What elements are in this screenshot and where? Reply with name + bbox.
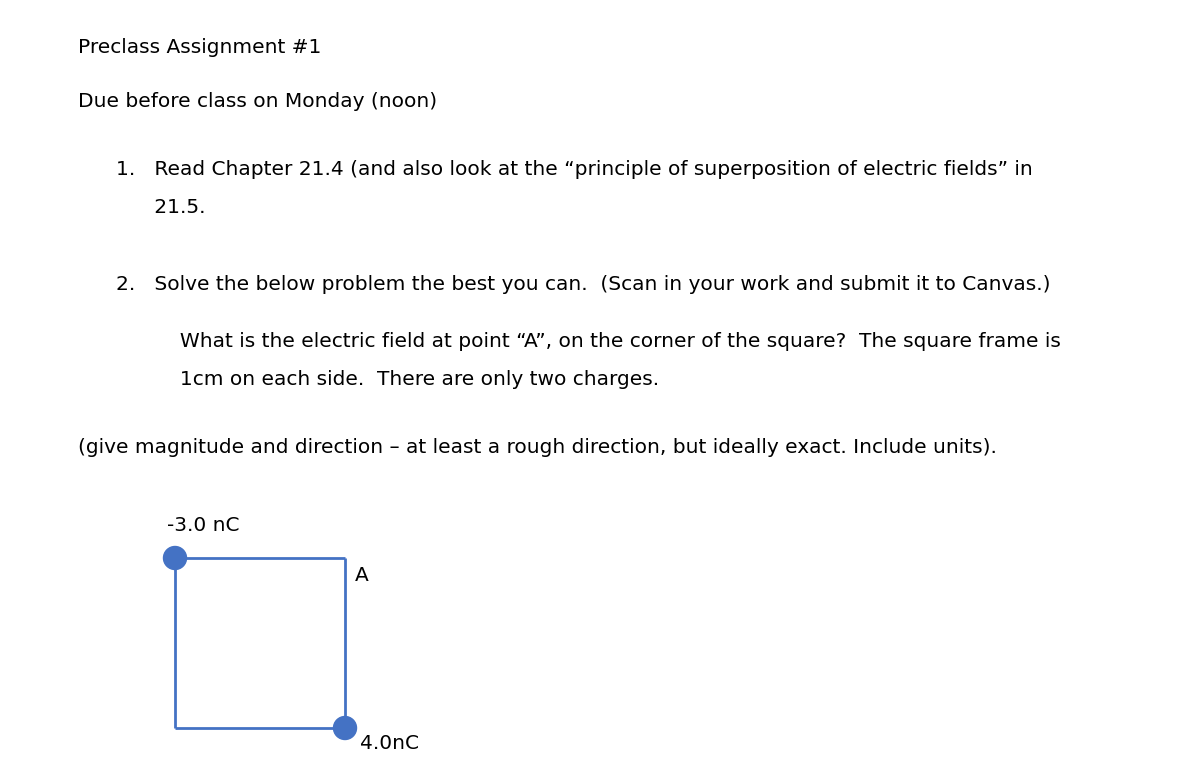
Text: (give magnitude and direction – at least a rough direction, but ideally exact. I: (give magnitude and direction – at least… xyxy=(78,438,997,457)
Text: 1.   Read Chapter 21.4 (and also look at the “principle of superposition of elec: 1. Read Chapter 21.4 (and also look at t… xyxy=(116,160,1033,179)
Text: 21.5.: 21.5. xyxy=(116,198,205,217)
Text: 4.0nC: 4.0nC xyxy=(360,734,419,753)
Text: -3.0 nC: -3.0 nC xyxy=(167,516,240,535)
Text: Due before class on Monday (noon): Due before class on Monday (noon) xyxy=(78,92,437,111)
Circle shape xyxy=(163,547,186,569)
Text: A: A xyxy=(355,566,368,585)
Text: 1cm on each side.  There are only two charges.: 1cm on each side. There are only two cha… xyxy=(148,370,659,389)
Text: Preclass Assignment #1: Preclass Assignment #1 xyxy=(78,38,322,57)
Text: What is the electric field at point “A”, on the corner of the square?  The squar: What is the electric field at point “A”,… xyxy=(148,332,1061,351)
Circle shape xyxy=(334,716,356,740)
Text: 2.   Solve the below problem the best you can.  (Scan in your work and submit it: 2. Solve the below problem the best you … xyxy=(116,275,1050,294)
